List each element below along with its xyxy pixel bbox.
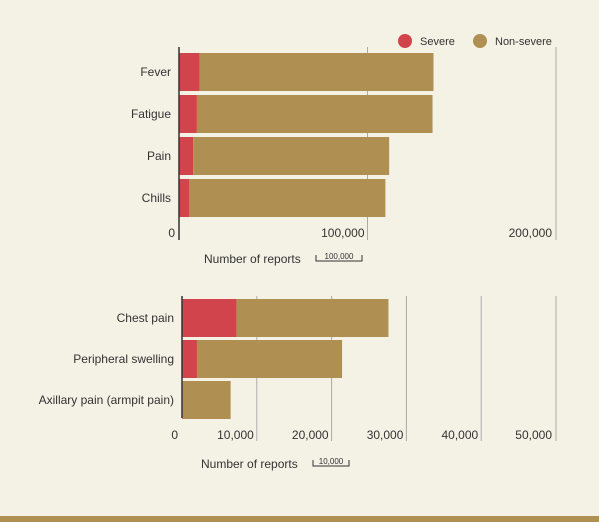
x-tick-label: 100,000 [321, 226, 365, 240]
bar-severe [182, 340, 197, 378]
category-label: Fever [140, 65, 171, 79]
chart-bottom: Chest pain Peripheral swelling Axillary pa… [39, 296, 557, 471]
bar-nonsevere [193, 137, 390, 175]
bar-nonsevere [182, 381, 231, 419]
bar-nonsevere [199, 53, 434, 91]
bar-nonsevere [236, 299, 389, 337]
bar-severe [179, 179, 190, 217]
x-tick-label: 50,000 [515, 428, 552, 442]
bar-severe [179, 137, 194, 175]
category-label: Pain [147, 149, 171, 163]
x-axis-title: Number of reports [204, 252, 301, 266]
category-label: Peripheral swelling [73, 352, 174, 366]
scale-bracket [312, 460, 350, 467]
legend-label-nonsevere: Non-severe [495, 36, 552, 48]
category-label: Fatigue [131, 107, 171, 121]
x-tick-label: 40,000 [441, 428, 478, 442]
x-axis-title: Number of reports [201, 457, 298, 471]
bar-severe [182, 299, 237, 337]
x-tick-label: 30,000 [367, 428, 404, 442]
legend-swatch-severe [398, 34, 412, 48]
legend-swatch-nonsevere [473, 34, 487, 48]
bar-nonsevere [196, 95, 433, 133]
x-tick-label: 200,000 [509, 226, 553, 240]
x-tick-label: 10,000 [217, 428, 254, 442]
scale-bracket [315, 255, 363, 262]
bar-nonsevere [189, 179, 386, 217]
bar-severe [179, 95, 197, 133]
x-tick-label: 0 [168, 226, 175, 240]
legend-label-severe: Severe [420, 36, 455, 48]
legend: Severe Non-severe [398, 34, 552, 48]
scale-label: 10,000 [319, 457, 344, 466]
chart-top: Fever Fatigue Pain Chills 0 100,000 200,000 Num… [131, 47, 557, 266]
x-tick-label: 0 [171, 428, 178, 442]
bottom-accent-bar [0, 516, 599, 522]
category-label: Chills [142, 191, 171, 205]
x-tick-label: 20,000 [292, 428, 329, 442]
scale-label: 100,000 [325, 252, 354, 261]
bar-severe [179, 53, 200, 91]
bar-nonsevere [196, 340, 343, 378]
category-label: Chest pain [117, 311, 174, 325]
category-label: Axillary pain (armpit pain) [39, 393, 174, 407]
